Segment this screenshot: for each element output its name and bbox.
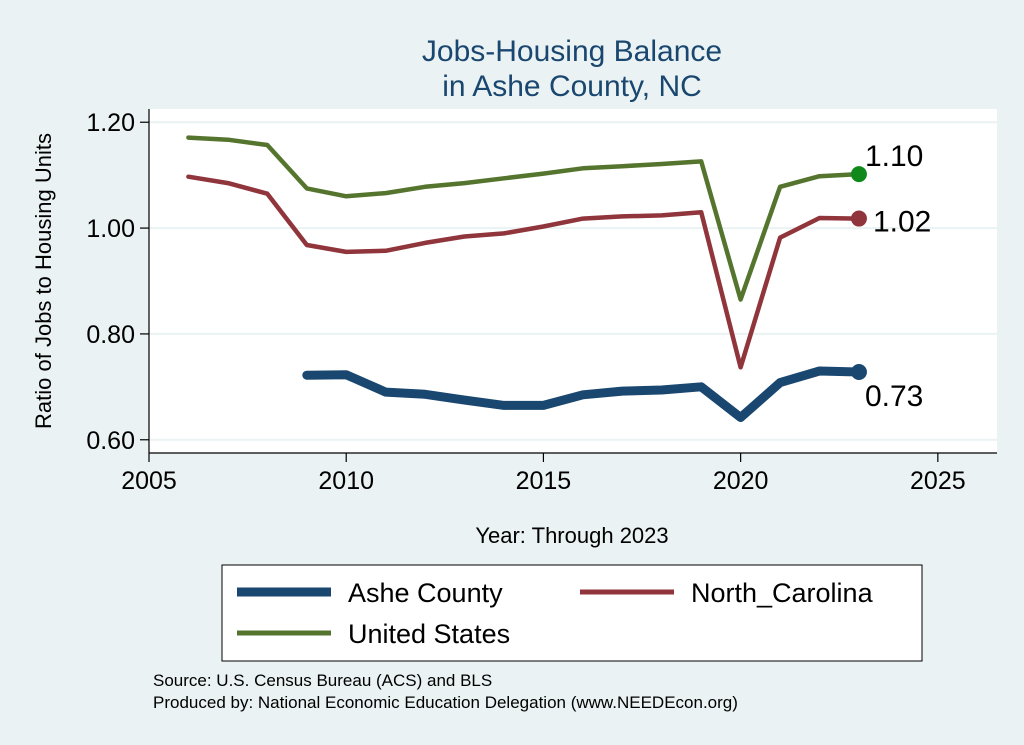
- x-tick-label: 2025: [910, 467, 966, 495]
- chart-subtitle: in Ashe County, NC: [442, 70, 702, 103]
- end-labels: 1.10 1.02 0.73: [865, 140, 931, 413]
- series-end-label: 1.10: [865, 140, 923, 173]
- x-tick-label: 2015: [516, 467, 572, 495]
- x-ticks: 2005 2010 2015 2020 2025: [121, 453, 966, 495]
- x-tick-label: 2020: [713, 467, 769, 495]
- chart-title: Jobs-Housing Balance: [422, 35, 722, 68]
- gridlines: [149, 121, 997, 441]
- legend-label: North_Carolina: [691, 578, 874, 608]
- x-tick-label: 2005: [121, 467, 177, 495]
- series-line-ashe-county: [302, 366, 864, 422]
- producer-note: Produced by: National Economic Education…: [153, 693, 738, 712]
- source-note: Source: U.S. Census Bureau (ACS) and BLS: [153, 671, 492, 690]
- series-line-united-states: [186, 135, 862, 302]
- series-end-marker: [850, 210, 867, 227]
- legend: Ashe County North_Carolina United States: [237, 578, 874, 649]
- series-end-marker: [850, 166, 867, 183]
- series-end-label: 0.73: [865, 380, 923, 413]
- y-tick-label: 0.80: [86, 321, 135, 349]
- x-axis-title: Year: Through 2023: [475, 523, 668, 548]
- series-line-north-carolina: [186, 174, 862, 370]
- y-axis-title: Ratio of Jobs to Housing Units: [31, 133, 56, 429]
- legend-label: United States: [348, 619, 510, 649]
- x-tick-label: 2010: [318, 467, 374, 495]
- y-ticks: 0.60 0.80 1.00 1.20: [86, 109, 149, 455]
- series-end-label: 1.02: [873, 206, 931, 239]
- y-tick-label: 1.20: [86, 109, 135, 137]
- series-layer: [186, 135, 867, 422]
- series-end-marker: [850, 364, 867, 381]
- legend-label: Ashe County: [348, 578, 503, 608]
- y-tick-label: 0.60: [86, 427, 135, 455]
- legend-box: [221, 564, 923, 662]
- y-tick-label: 1.00: [86, 215, 135, 243]
